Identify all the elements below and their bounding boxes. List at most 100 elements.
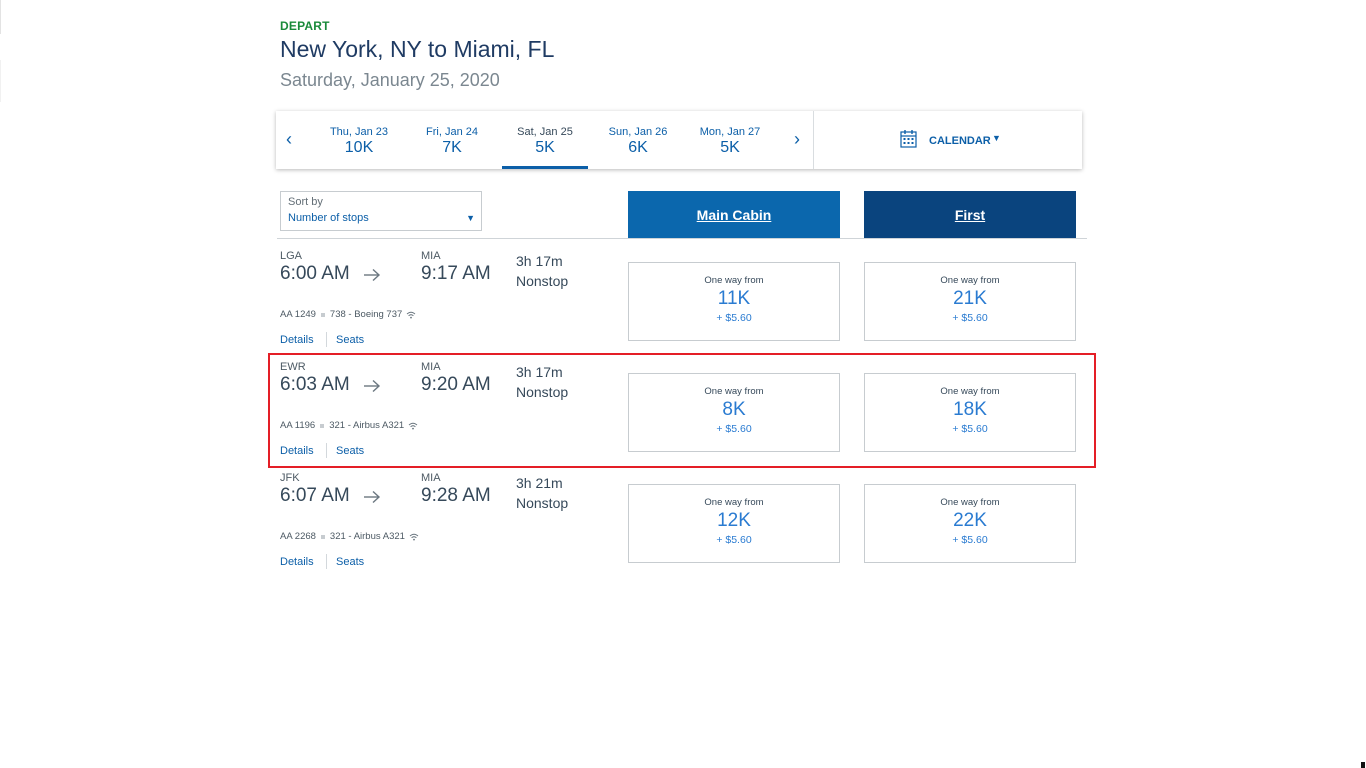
- divider: [813, 111, 814, 169]
- aircraft-type: 738 - Boeing 737: [329, 309, 403, 320]
- flight-number: AA 1196: [280, 420, 316, 431]
- fare-tax: + $5.60: [952, 423, 988, 435]
- fare-miles: 12K: [717, 510, 751, 531]
- details-link[interactable]: Details: [280, 445, 314, 457]
- fare-tax: + $5.60: [952, 312, 988, 324]
- fare-miles: 8K: [722, 399, 746, 420]
- departure-time: 6:03 AM: [280, 374, 350, 395]
- flight-duration: 3h 21m: [516, 475, 563, 491]
- arrival-time: 9:17 AM: [421, 263, 491, 284]
- flight-stops: Nonstop: [516, 495, 569, 511]
- fare-tax: + $5.60: [952, 534, 988, 546]
- date-tab-price: 6K: [628, 139, 648, 156]
- date-tab-price: 7K: [442, 139, 462, 156]
- date-strip: ‹ Thu, Jan 23 10K Fri, Jan 24 7K Sat, Ja…: [276, 111, 1082, 169]
- arrival-airport: MIA: [421, 250, 441, 262]
- date-tab-label: Thu, Jan 23: [329, 126, 389, 138]
- main-cabin-fare-button[interactable]: One way from 12K + $5.60: [628, 484, 840, 563]
- arrival-airport: MIA: [421, 472, 441, 484]
- main-cabin-header[interactable]: Main Cabin: [628, 191, 840, 238]
- divider: [326, 554, 327, 569]
- fare-caption: One way from: [704, 497, 764, 508]
- fare-caption: One way from: [940, 386, 1000, 397]
- date-tab[interactable]: Sun, Jan 26 6K: [595, 111, 681, 169]
- calendar-button[interactable]: CALENDAR ▼: [814, 111, 1082, 169]
- flight-number: AA 1249: [280, 309, 316, 320]
- flight-duration: 3h 17m: [516, 253, 563, 269]
- edge-mark: [0, 0, 1, 34]
- date-tab-label: Mon, Jan 27: [699, 126, 761, 138]
- separator: [320, 423, 325, 428]
- date-tab-label: Sun, Jan 26: [608, 126, 668, 138]
- date-tab-price: 10K: [344, 139, 374, 156]
- aircraft-type: 321 - Airbus A321: [329, 420, 405, 431]
- chevron-left-icon[interactable]: ‹: [286, 129, 292, 149]
- departure-time: 6:00 AM: [280, 263, 350, 284]
- date-tab[interactable]: Fri, Jan 24 7K: [409, 111, 495, 169]
- divider: [277, 238, 1087, 239]
- flight-duration: 3h 17m: [516, 364, 563, 380]
- first-cabin-fare-button[interactable]: One way from 18K + $5.60: [864, 373, 1076, 452]
- fare-caption: One way from: [940, 275, 1000, 286]
- details-link[interactable]: Details: [280, 556, 314, 568]
- caret-down-icon: ▼: [466, 213, 475, 223]
- date-tab[interactable]: Thu, Jan 23 10K: [316, 111, 402, 169]
- date-tab[interactable]: Mon, Jan 27 5K: [687, 111, 773, 169]
- calendar-label: CALENDAR: [929, 135, 991, 147]
- wifi-icon: [409, 533, 419, 540]
- depart-label: DEPART: [280, 19, 330, 33]
- seats-link[interactable]: Seats: [336, 556, 365, 568]
- main-cabin-fare-button[interactable]: One way from 11K + $5.60: [628, 262, 840, 341]
- fare-miles: 22K: [953, 510, 987, 531]
- separator: [320, 534, 325, 539]
- seats-link[interactable]: Seats: [336, 445, 365, 457]
- fare-tax: + $5.60: [716, 534, 752, 546]
- seats-link[interactable]: Seats: [336, 334, 365, 346]
- divider: [326, 332, 327, 347]
- flight-stops: Nonstop: [516, 273, 569, 289]
- flight-row: LGA MIA 6:00 AM 9:17 AM 3h 17m Nonstop A…: [277, 250, 1087, 361]
- fare-miles: 21K: [953, 288, 987, 309]
- fare-miles: 11K: [717, 288, 751, 309]
- sort-caption: Sort by: [288, 196, 323, 208]
- flight-stops: Nonstop: [516, 384, 569, 400]
- fare-caption: One way from: [940, 497, 1000, 508]
- corner-mark: [1361, 762, 1365, 768]
- date-tab-price: 5K: [720, 139, 740, 156]
- departure-airport: LGA: [280, 250, 303, 262]
- travel-date: Saturday, January 25, 2020: [280, 70, 500, 90]
- arrival-airport: MIA: [421, 361, 441, 373]
- arrow-right-icon: [364, 490, 381, 504]
- first-cabin-fare-button[interactable]: One way from 22K + $5.60: [864, 484, 1076, 563]
- flight-info: AA 2268 321 - Airbus A321: [280, 531, 419, 542]
- arrow-right-icon: [364, 268, 381, 282]
- separator: [320, 312, 325, 317]
- first-cabin-header[interactable]: First: [864, 191, 1076, 238]
- fare-caption: One way from: [704, 386, 764, 397]
- fare-tax: + $5.60: [716, 423, 752, 435]
- flight-info: AA 1196 321 - Airbus A321: [280, 420, 418, 431]
- arrival-time: 9:20 AM: [421, 374, 491, 395]
- arrival-time: 9:28 AM: [421, 485, 491, 506]
- fare-caption: One way from: [704, 275, 764, 286]
- main-cabin-fare-button[interactable]: One way from 8K + $5.60: [628, 373, 840, 452]
- chevron-right-icon[interactable]: ›: [794, 129, 800, 149]
- date-tab-selected[interactable]: Sat, Jan 25 5K: [502, 111, 588, 169]
- date-tab-price: 5K: [535, 139, 555, 156]
- divider: [326, 443, 327, 458]
- flight-row: EWR MIA 6:03 AM 9:20 AM 3h 17m Nonstop A…: [277, 361, 1087, 472]
- aircraft-type: 321 - Airbus A321: [329, 531, 405, 542]
- details-link[interactable]: Details: [280, 334, 314, 346]
- departure-airport: JFK: [280, 472, 300, 484]
- departure-airport: EWR: [280, 361, 306, 373]
- edge-mark: [0, 60, 1, 102]
- date-tab-label: Sat, Jan 25: [517, 126, 573, 138]
- calendar-icon: [900, 130, 917, 148]
- wifi-icon: [408, 422, 418, 429]
- fare-miles: 18K: [953, 399, 987, 420]
- sort-value: Number of stops: [288, 212, 369, 224]
- caret-down-icon: ▼: [992, 133, 1001, 143]
- first-cabin-fare-button[interactable]: One way from 21K + $5.60: [864, 262, 1076, 341]
- sort-select[interactable]: Sort by Number of stops ▼: [280, 191, 482, 231]
- flight-info: AA 1249 738 - Boeing 737: [280, 309, 416, 320]
